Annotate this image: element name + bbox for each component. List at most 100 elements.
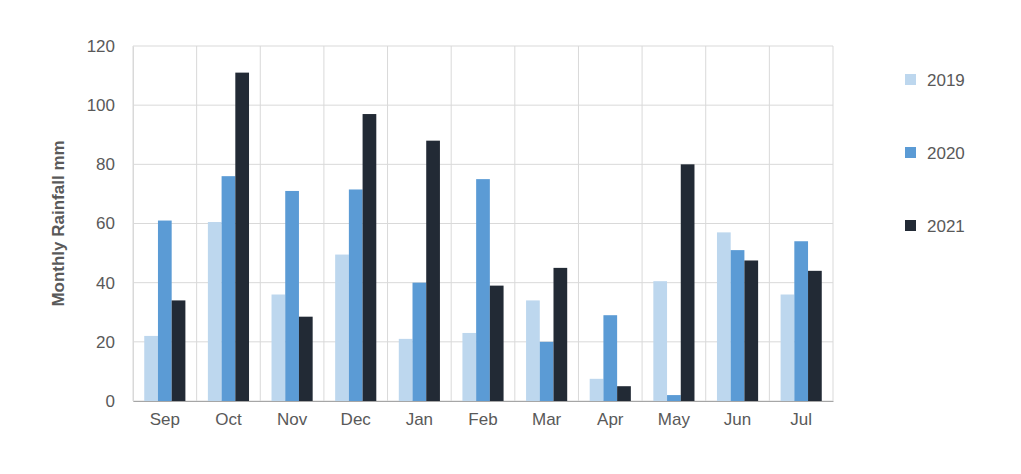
x-tick-label: Dec (341, 410, 372, 429)
legend-label: 2021 (927, 217, 965, 236)
category-gridline (705, 46, 706, 401)
bar (426, 141, 440, 401)
y-tick-label: 40 (96, 274, 115, 293)
bars (144, 73, 822, 401)
bar (781, 295, 795, 402)
bar (462, 333, 476, 401)
x-tick: Apr (597, 401, 624, 429)
bar (208, 222, 222, 401)
x-tick-label: Jan (406, 410, 433, 429)
legend: 2019 2020 2021 (905, 71, 965, 236)
y-tick-label: 100 (87, 96, 115, 115)
y-tick: 120 (87, 37, 133, 56)
legend-entry: 2021 (905, 217, 965, 236)
x-tick: May (658, 401, 691, 429)
category-gridline (514, 46, 515, 401)
bar (235, 73, 249, 401)
bar (553, 268, 567, 401)
x-axis-line (134, 401, 834, 402)
x-tick-label: May (658, 410, 691, 429)
bar (144, 336, 158, 401)
chart-svg: 0 20 40 60 80 100 120 Sep Oct Nov Dec Jan Feb Mar Apr M… (0, 0, 1021, 474)
bar (681, 164, 695, 401)
x-tick: Mar (532, 401, 562, 429)
category-gridline (451, 46, 452, 401)
bar (413, 283, 427, 401)
bar-series (172, 73, 822, 401)
bar (731, 250, 745, 401)
legend-swatch (905, 220, 916, 231)
y-tick: 100 (87, 96, 133, 115)
x-tick-label: Mar (532, 410, 562, 429)
category-gridline (642, 46, 643, 401)
bar (653, 281, 667, 401)
y-axis-line (133, 47, 134, 402)
x-tick-label: Jul (790, 410, 812, 429)
category-gridline (260, 46, 261, 401)
y-tick-label: 80 (96, 155, 115, 174)
x-tick-label: Jun (724, 410, 751, 429)
x-tick-label: Oct (215, 410, 242, 429)
bar (617, 386, 631, 401)
bar (603, 315, 617, 401)
bar-series (158, 176, 808, 401)
bar (490, 286, 504, 401)
bar (222, 176, 236, 401)
y-axis-title: Monthly Rainfall mm (49, 140, 68, 306)
legend-entry: 2019 (905, 71, 965, 90)
category-gridline (833, 46, 834, 401)
bar (158, 221, 172, 401)
x-tick-label: Apr (597, 410, 624, 429)
x-tick: Jan (406, 401, 433, 429)
x-tick-label: Nov (277, 410, 308, 429)
y-tick: 80 (96, 155, 133, 174)
legend-label: 2020 (927, 144, 965, 163)
legend-swatch (905, 74, 916, 85)
bar (335, 255, 349, 401)
grid (133, 46, 833, 401)
bar (540, 342, 554, 401)
x-tick-label: Feb (468, 410, 497, 429)
y-tick: 60 (96, 214, 133, 233)
bar (172, 300, 186, 401)
bar (272, 295, 286, 402)
y-axis: 0 20 40 60 80 100 120 (87, 37, 134, 411)
bar (285, 191, 299, 401)
bar (794, 241, 808, 401)
category-gridline (133, 46, 134, 401)
x-tick: Oct (215, 401, 242, 429)
x-tick: Feb (468, 401, 497, 429)
plot-area: 0 20 40 60 80 100 120 Sep Oct Nov Dec Jan Feb Mar Apr M… (87, 37, 834, 429)
bar (299, 317, 313, 401)
category-gridline (769, 46, 770, 401)
legend-label: 2019 (927, 71, 965, 90)
bar (399, 339, 413, 401)
bar (476, 179, 490, 401)
y-tick-label: 0 (106, 392, 115, 411)
y-gridline (133, 46, 833, 47)
bar (590, 379, 604, 401)
x-tick: Nov (277, 401, 308, 429)
category-gridline (387, 46, 388, 401)
x-tick: Sep (150, 401, 180, 429)
bar (808, 271, 822, 401)
bar (717, 232, 731, 401)
bar (526, 300, 540, 401)
x-tick: Dec (341, 401, 372, 429)
y-tick-label: 20 (96, 333, 115, 352)
legend-swatch (905, 147, 916, 158)
category-gridline (578, 46, 579, 401)
legend-entry: 2020 (905, 144, 965, 163)
x-tick: Jul (790, 401, 812, 429)
bar (667, 395, 681, 401)
bar (363, 114, 377, 401)
x-tick-label: Sep (150, 410, 180, 429)
bar (349, 189, 363, 401)
category-gridline (196, 46, 197, 401)
y-tick-label: 120 (87, 37, 115, 56)
category-gridline (323, 46, 324, 401)
x-axis: Sep Oct Nov Dec Jan Feb Mar Apr May Jun Jul (134, 401, 834, 429)
bar (744, 260, 758, 401)
y-tick: 40 (96, 274, 133, 293)
y-tick: 20 (96, 333, 133, 352)
